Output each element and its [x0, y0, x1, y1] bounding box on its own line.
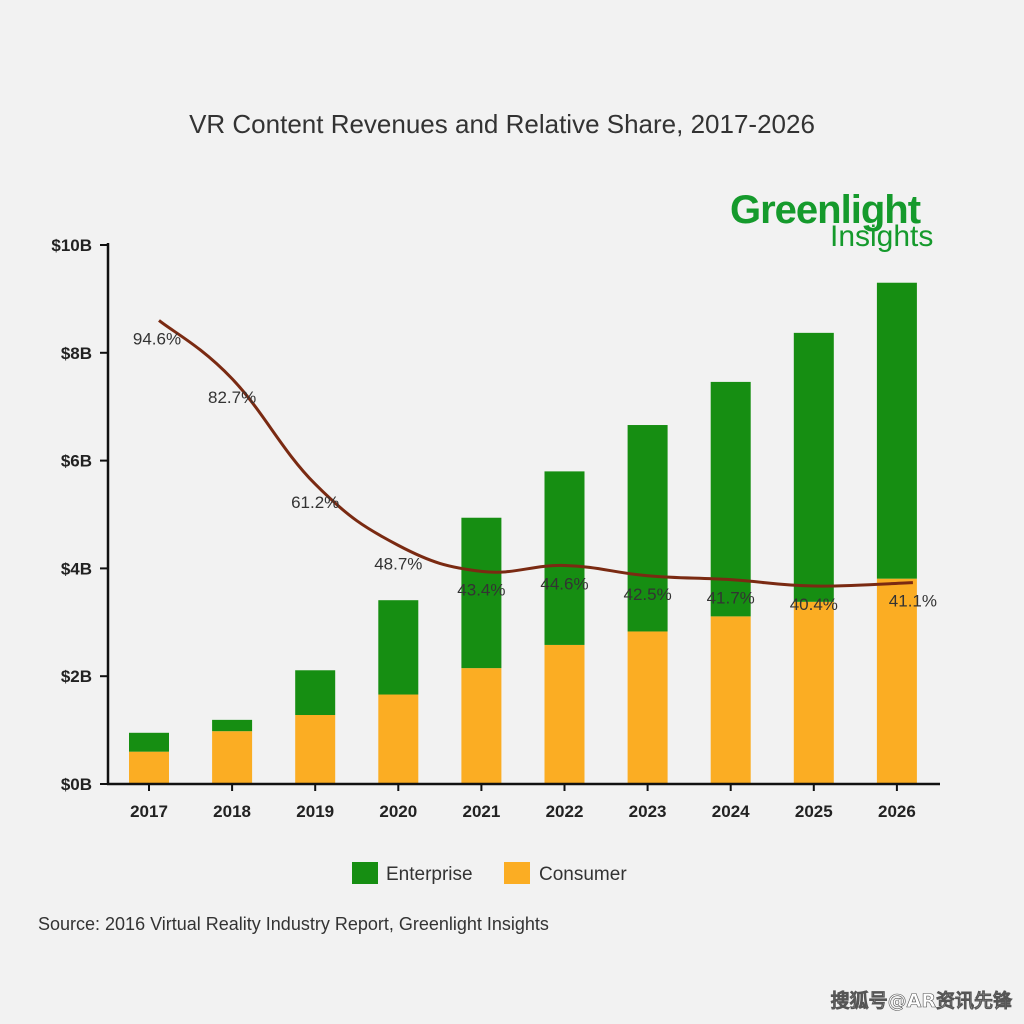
logo-line1: Greenlight — [730, 188, 921, 232]
x-tick-label: 2021 — [462, 802, 500, 821]
x-tick-label: 2025 — [795, 802, 833, 821]
bar-enterprise-2021 — [461, 517, 502, 669]
bar-consumer-2018 — [212, 731, 253, 784]
x-tick-label: 2022 — [546, 802, 584, 821]
x-tick-label: 2024 — [712, 802, 750, 821]
bar-enterprise-2019 — [295, 670, 336, 716]
bar-enterprise-2023 — [627, 425, 668, 632]
share-label-2025: 40.4% — [790, 595, 838, 614]
bar-consumer-2022 — [544, 644, 585, 784]
bar-consumer-2025 — [793, 601, 834, 784]
bar-enterprise-2020 — [378, 600, 419, 695]
x-tick-label: 2020 — [379, 802, 417, 821]
legend-label-consumer: Consumer — [539, 864, 627, 885]
share-label-2024: 41.7% — [707, 589, 755, 608]
axes: 2017 2018 2019 2020 2021 2022 2023 2024 2025 2026 — [106, 243, 940, 821]
bar-consumer-2023 — [627, 631, 668, 784]
legend: Enterprise Consumer — [352, 862, 627, 885]
source-note: Source: 2016 Virtual Reality Industry Re… — [38, 914, 549, 934]
bar-consumer-2020 — [378, 694, 419, 784]
y-tick-label: $2B — [61, 667, 92, 686]
x-tick-label: 2026 — [878, 802, 916, 821]
bar-enterprise-2022 — [544, 471, 585, 645]
bar-consumer-2024 — [710, 616, 751, 784]
share-label-2018: 82.7% — [208, 388, 256, 407]
y-tick-label: $0B — [61, 775, 92, 794]
share-label-2021: 43.4% — [457, 580, 505, 599]
bar-consumer-2026 — [876, 578, 917, 784]
share-labels: 94.6% 82.7% 61.2% 48.7% 43.4% 44.6% 42.5% 41.7%… — [133, 329, 937, 614]
bar-enterprise-2026 — [876, 282, 917, 579]
share-label-2020: 48.7% — [374, 554, 422, 573]
bar-consumer-2019 — [295, 715, 336, 784]
legend-swatch-enterprise — [352, 862, 378, 884]
share-line — [158, 319, 913, 588]
watermark: 搜狐号@AR资讯先锋 — [831, 989, 1013, 1012]
y-tick-label: $6B — [61, 452, 92, 471]
share-label-2019: 61.2% — [291, 493, 339, 512]
share-label-2022: 44.6% — [540, 574, 588, 593]
legend-swatch-consumer — [504, 862, 530, 884]
chart-title: VR Content Revenues and Relative Share, … — [189, 109, 815, 139]
share-label-2017: 94.6% — [133, 329, 181, 348]
bar-enterprise-2018 — [212, 719, 253, 732]
logo-line2: Insights — [830, 220, 933, 253]
share-label-2026: 41.1% — [889, 592, 937, 611]
x-tick-label: 2019 — [296, 802, 334, 821]
y-axis: $0B $2B $4B $6B $8B $10B — [51, 236, 108, 794]
bar-consumer-2017 — [129, 751, 169, 784]
share-line-path — [158, 319, 913, 588]
legend-label-enterprise: Enterprise — [386, 864, 473, 885]
x-tick-label: 2017 — [130, 802, 168, 821]
y-tick-label: $8B — [61, 344, 92, 363]
bar-enterprise-2025 — [793, 332, 834, 602]
y-tick-label: $10B — [51, 236, 92, 255]
bars — [129, 282, 917, 784]
y-tick-label: $4B — [61, 559, 92, 578]
greenlight-logo: Greenlight Insights — [730, 188, 933, 253]
x-tick-label: 2018 — [213, 802, 251, 821]
share-label-2023: 42.5% — [623, 585, 671, 604]
bar-enterprise-2024 — [710, 381, 751, 617]
bar-enterprise-2017 — [129, 732, 169, 752]
bar-consumer-2021 — [461, 668, 502, 784]
x-tick-label: 2023 — [629, 802, 667, 821]
